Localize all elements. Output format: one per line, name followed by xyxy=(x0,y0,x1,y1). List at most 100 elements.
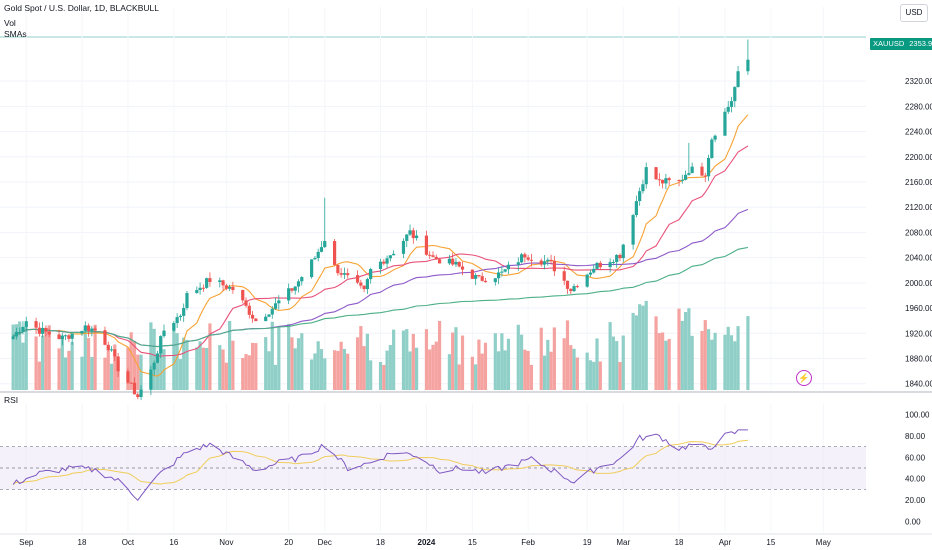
volume-bar xyxy=(129,332,133,390)
symbol-legend[interactable]: Gold Spot / U.S. Dollar, 1D, BLACKBULL xyxy=(4,3,159,13)
volume-bar xyxy=(310,359,314,390)
candle xyxy=(569,288,573,292)
volume-bar xyxy=(634,315,638,390)
volume-bar xyxy=(47,325,51,390)
last-price-badge: XAUUSD 2353.99 xyxy=(870,38,932,50)
volume-bar xyxy=(546,339,550,390)
candle xyxy=(523,254,527,258)
candle xyxy=(428,254,432,256)
candle xyxy=(736,71,740,88)
volume-bar xyxy=(621,335,625,390)
volume-bar xyxy=(414,347,419,390)
volume-bar xyxy=(549,351,553,390)
time-tick-label: Apr xyxy=(719,538,732,547)
candle xyxy=(408,230,412,235)
candle xyxy=(638,191,642,202)
volume-bar xyxy=(565,320,570,390)
candle xyxy=(661,179,665,184)
candle xyxy=(526,257,530,260)
price-tick-label: 2040.00 xyxy=(905,254,932,263)
price-badge-symbol: XAUUSD xyxy=(873,39,905,48)
candle xyxy=(641,184,645,192)
volume-bar xyxy=(523,349,527,390)
volume-bar xyxy=(218,345,222,390)
volume-bar xyxy=(365,333,369,390)
time-tick-label: 19 xyxy=(583,538,592,547)
candle xyxy=(552,260,556,272)
volume-bar xyxy=(388,345,392,390)
candle xyxy=(680,179,684,181)
candle xyxy=(267,314,271,317)
volume-bar xyxy=(355,337,360,390)
volume-bar xyxy=(316,341,320,390)
volume-bar xyxy=(250,342,255,390)
volume-bar xyxy=(529,364,534,390)
volume-bar xyxy=(392,329,396,390)
candle xyxy=(359,282,363,286)
rsi-tick-label: 100.00 xyxy=(905,411,930,420)
volume-legend[interactable]: Vol xyxy=(4,18,16,28)
candle xyxy=(378,261,383,269)
lightning-icon[interactable]: ⚡ xyxy=(796,370,812,386)
volume-bar xyxy=(106,346,110,390)
candle xyxy=(44,327,48,332)
volume-bar xyxy=(136,354,140,390)
volume-bar xyxy=(178,359,183,390)
candle xyxy=(723,111,727,136)
volume-bar xyxy=(90,356,94,390)
volume-bar xyxy=(474,364,478,390)
volume-bar xyxy=(172,323,176,390)
candle xyxy=(339,273,343,275)
volume-bar xyxy=(428,349,432,390)
volume-bar xyxy=(103,357,107,390)
rsi-legend[interactable]: RSI xyxy=(4,395,19,405)
price-tick-label: 2120.00 xyxy=(905,203,932,212)
candle xyxy=(162,330,166,337)
sma-legend[interactable]: SMAs xyxy=(4,29,27,39)
volume-bar xyxy=(644,300,648,390)
rsi-line xyxy=(12,429,748,501)
candle xyxy=(687,173,691,175)
volume-bar xyxy=(152,328,156,390)
volume-bar xyxy=(598,361,602,390)
candle xyxy=(41,327,45,334)
volume-bar xyxy=(205,348,209,390)
volume-bar xyxy=(126,347,130,390)
currency-button[interactable]: USD xyxy=(900,4,928,22)
candle xyxy=(185,293,189,308)
volume-bar xyxy=(641,305,645,390)
candle xyxy=(706,157,711,177)
candle xyxy=(385,258,389,264)
candle xyxy=(644,167,648,185)
volume-bar xyxy=(631,312,635,390)
volume-bar xyxy=(241,357,245,390)
time-tick-label: May xyxy=(816,538,831,547)
time-tick-label: Mar xyxy=(616,538,630,547)
candle xyxy=(470,269,474,279)
volume-bar xyxy=(664,340,668,390)
volume-bar xyxy=(654,316,658,390)
candle xyxy=(37,327,41,334)
candle xyxy=(618,254,622,259)
candle xyxy=(323,241,327,248)
rsi-tick-label: 80.00 xyxy=(905,432,926,441)
candle xyxy=(546,259,550,262)
volume-bar xyxy=(83,331,87,390)
volume-bar xyxy=(86,338,91,390)
candle xyxy=(677,180,681,182)
volume-bar xyxy=(431,344,435,390)
candle xyxy=(562,271,566,281)
candle xyxy=(221,280,225,286)
sma-line xyxy=(12,246,749,348)
volume-bar xyxy=(70,341,74,390)
candle xyxy=(621,244,625,259)
volume-bar xyxy=(457,364,461,390)
volume-bar xyxy=(231,340,235,390)
candle xyxy=(208,278,212,282)
time-tick-label: Nov xyxy=(219,538,233,547)
volume-bar xyxy=(14,324,19,390)
volume-bar xyxy=(401,330,406,390)
volume-bar xyxy=(572,348,576,390)
volume-bar xyxy=(451,332,455,390)
volume-bar xyxy=(500,333,504,390)
